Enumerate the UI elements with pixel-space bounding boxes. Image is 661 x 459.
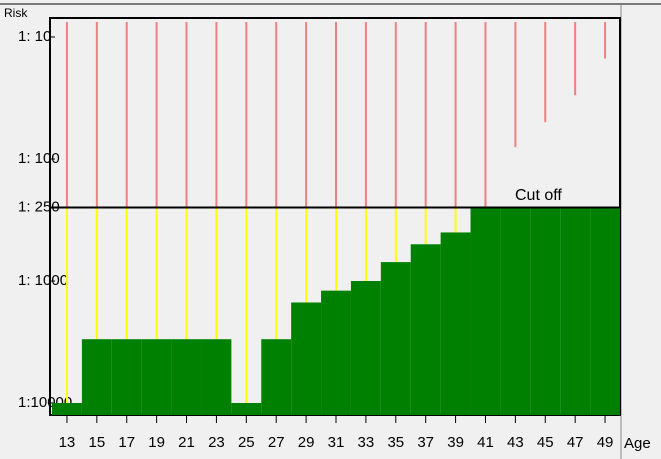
y-tick-label: 1: 1000 — [18, 272, 68, 289]
y-tick-label: 1: 100 — [18, 150, 60, 167]
bar — [470, 207, 501, 415]
bar — [291, 302, 322, 415]
bar — [81, 339, 112, 415]
x-tick-label: 39 — [447, 434, 464, 451]
x-tick-label: 27 — [268, 434, 285, 451]
x-tick-label: 23 — [208, 434, 225, 451]
bar — [560, 207, 591, 415]
x-tick-label: 31 — [328, 434, 345, 451]
x-tick-label: 13 — [59, 434, 76, 451]
bar — [350, 281, 381, 415]
bar — [321, 290, 351, 415]
x-tick-label: 25 — [238, 434, 255, 451]
cutoff-label: Cut off — [515, 187, 562, 204]
x-axis-label: Age — [624, 435, 651, 452]
y-tick-label: 1: 10 — [18, 28, 51, 45]
x-tick-label: 21 — [178, 434, 195, 451]
x-tick-label: 45 — [537, 434, 554, 451]
x-tick-label: 19 — [148, 434, 165, 451]
bar — [231, 403, 262, 415]
bar — [111, 339, 142, 415]
x-tick-label: 37 — [417, 434, 434, 451]
x-tick-label: 43 — [507, 434, 524, 451]
x-tick-label: 35 — [387, 434, 404, 451]
x-tick-label: 15 — [88, 434, 105, 451]
bar — [530, 207, 561, 415]
bar — [171, 339, 202, 415]
y-tick-label: 1: 250 — [18, 199, 60, 216]
bar — [380, 262, 411, 415]
x-tick-label: 41 — [477, 434, 494, 451]
bar — [201, 339, 232, 415]
bar — [261, 339, 292, 415]
bar — [500, 207, 531, 415]
y-axis-label: Risk — [4, 6, 28, 20]
x-tick-label: 49 — [597, 434, 614, 451]
x-tick-label: 29 — [298, 434, 315, 451]
x-tick-label: 47 — [567, 434, 584, 451]
bar — [141, 339, 172, 415]
x-tick-label: 17 — [118, 434, 135, 451]
x-tick-label: 33 — [358, 434, 375, 451]
bar — [590, 207, 620, 415]
bar — [410, 244, 441, 415]
bar — [52, 403, 82, 415]
bar — [440, 232, 471, 415]
